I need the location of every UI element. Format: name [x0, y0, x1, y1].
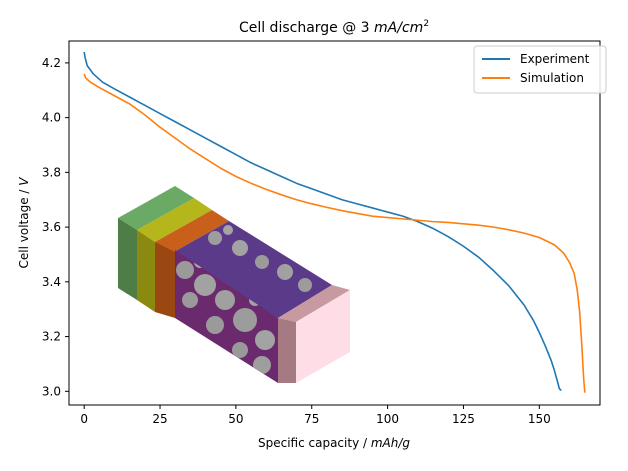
layer-front-green [118, 218, 137, 300]
layer-top-orange [155, 210, 229, 253]
x-tick-label: 125 [452, 412, 475, 426]
x-tick-label: 50 [228, 412, 243, 426]
layer-front-olive [137, 230, 155, 312]
x-tick-label: 75 [304, 412, 319, 426]
x-tick-label: 150 [528, 412, 551, 426]
legend: Experiment Simulation [473, 45, 607, 94]
y-tick-label: 4.0 [42, 111, 61, 125]
legend-box [473, 45, 607, 94]
x-tick-label: 25 [152, 412, 167, 426]
y-axis-label: Cell voltage / V [17, 177, 31, 269]
y-tick-label: 3.0 [42, 384, 61, 398]
cathode-top [172, 221, 332, 318]
y-tick-label: 4.2 [42, 56, 61, 70]
y-tick-label: 3.4 [42, 275, 61, 289]
series-lines [83, 51, 586, 393]
y-tick-label: 3.8 [42, 165, 61, 179]
x-tick-label: 0 [80, 412, 88, 426]
x-axis-label: Specific capacity / mAh/g [258, 436, 410, 450]
end-cap-side [296, 290, 350, 383]
layer-top-green [118, 186, 194, 230]
electrode-illustration [118, 186, 350, 383]
chart-title: Cell discharge @ 3 mA/cm2 [239, 19, 429, 36]
end-cap-top [278, 285, 350, 322]
series-line-experiment [83, 51, 562, 391]
x-tick-label: 100 [376, 412, 399, 426]
layer-top-olive [137, 198, 212, 242]
y-tick-label: 3.6 [42, 220, 61, 234]
y-axis-ticks: 3.0 3.2 3.4 3.6 3.8 4.0 4.2 [42, 56, 69, 398]
layer-front-orange [155, 242, 175, 318]
end-cap-front [278, 318, 296, 383]
x-axis-ticks: 0 25 50 75 100 125 150 [80, 405, 551, 426]
series-line-simulation [83, 73, 586, 393]
plot-border [68, 40, 601, 406]
legend-label-simulation: Simulation [520, 71, 584, 85]
legend-label-experiment: Experiment [520, 52, 590, 66]
y-tick-label: 3.2 [42, 330, 61, 344]
